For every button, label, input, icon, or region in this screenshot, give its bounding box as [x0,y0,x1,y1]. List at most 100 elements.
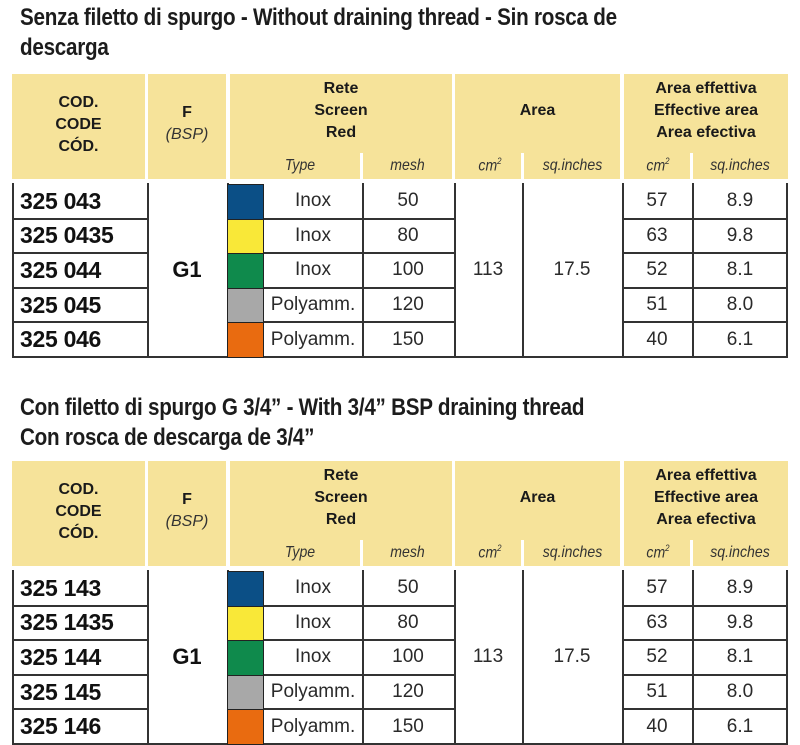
screen-color-swatch [227,322,264,358]
screen-color-swatch [227,571,264,607]
table-rule [692,570,694,745]
header-screen: Rete Screen Red Type mesh [230,461,452,566]
screen-header-label: Screen [314,489,368,506]
screen-mesh: 50 [397,577,419,599]
screen-mesh: 100 [392,259,424,281]
effective-area-cm2: 40 [646,715,668,737]
screen-header-label: Rete [323,467,359,484]
header-screen: Rete Screen Red Type mesh [230,74,452,179]
table-rule [12,356,788,358]
effective-area-sqin: 9.8 [726,224,754,246]
screen-type: Polyamm. [270,681,356,703]
table-rule [12,217,147,220]
subheader-text: sq.inches [710,157,770,174]
code-header-label: COD. [58,94,99,111]
superscript: 2 [497,542,502,553]
product-code: 325 146 [20,713,102,740]
type-subheader: Type [284,157,316,174]
header-f: F (BSP) [148,74,226,179]
divider [690,153,693,179]
subheader-text: cm [646,157,666,174]
mesh-subheader: mesh [390,544,425,561]
screen-type: Inox [295,611,331,633]
screen-color-swatch [227,184,264,220]
table-rule [227,217,454,220]
screen-mesh: 120 [392,294,424,316]
area-sqin-value: 17.5 [553,258,591,280]
table-rule [227,286,454,289]
table-rule [12,252,147,255]
effective-area-sqin: 8.0 [726,681,754,703]
screen-type: Polyamm. [270,328,356,350]
f-value: G1 [172,256,202,282]
area-cm2-value: 113 [472,645,504,667]
subheader-text: sq.inches [542,544,603,561]
subheader-text: cm [478,544,498,561]
screen-mesh: 100 [392,646,424,668]
table-rule [692,183,694,358]
screen-header-label: Screen [314,102,368,119]
effective-area-sqin: 6.1 [726,715,754,737]
table-rule [454,183,456,358]
table-rule [786,183,788,358]
screen-type: Inox [295,224,331,246]
table-rule [12,708,147,711]
superscript: 2 [665,542,670,553]
effective-area-header-label: Effective area [653,102,759,119]
table-rule [227,252,454,255]
table-rule [227,604,454,607]
table-rule [786,570,788,745]
table-rule [622,570,624,745]
code-header-label: CÓD. [58,138,99,155]
table-rule [12,673,147,676]
divider [521,153,524,179]
eff-cm2-subheader: cm2 [628,156,688,175]
screen-mesh: 120 [392,681,424,703]
header-effective-area: Area effettiva Effective area Area efectiv… [624,461,788,566]
table-rule [12,743,788,745]
table-rule [622,321,788,324]
effective-area-header-label: Area efectiva [656,124,756,141]
effective-area-cm2: 40 [646,328,668,350]
table-rule [147,570,149,745]
divider [360,153,363,179]
effective-area-cm2: 57 [646,577,668,599]
product-code: 325 045 [20,291,102,318]
table-rule [227,639,454,642]
area-header-label: Area [519,102,556,119]
table-rule [12,321,147,324]
effective-area-header-label: Area effettiva [655,80,757,97]
screen-type: Inox [295,646,331,668]
effective-area-cm2: 63 [646,224,668,246]
code-header-label: CÓD. [58,525,99,542]
screen-type: Polyamm. [270,294,356,316]
table-rule [622,604,788,607]
screen-mesh: 80 [397,611,419,633]
product-code: 325 143 [20,574,102,601]
table-rule [12,286,147,289]
effective-area-sqin: 8.1 [726,259,754,281]
table-rule [622,673,788,676]
f-header-label: F [182,104,192,121]
screen-color-swatch [227,674,264,711]
table-rule [227,708,454,711]
table-rule [12,639,147,642]
table-rule [622,252,788,255]
mesh-subheader: mesh [390,157,425,174]
area-sqin-subheader: sq.inches [531,544,615,562]
screen-mesh: 50 [397,190,419,212]
header-f: F (BSP) [148,461,226,566]
screen-type: Inox [295,259,331,281]
section-2-title-line-2: Con rosca de descarga de 3/4” [20,424,315,451]
area-cm2-subheader: cm2 [459,543,521,562]
effective-area-sqin: 9.8 [726,611,754,633]
table-rule [227,321,454,324]
area-cm2-value: 113 [472,258,504,280]
screen-color-swatch [227,709,264,745]
screen-mesh: 150 [392,715,424,737]
header-code: COD. CODE CÓD. [12,74,145,179]
product-code: 325 145 [20,678,102,705]
screen-color-swatch [227,218,264,255]
table-rule [522,570,524,745]
table-rule [622,286,788,289]
